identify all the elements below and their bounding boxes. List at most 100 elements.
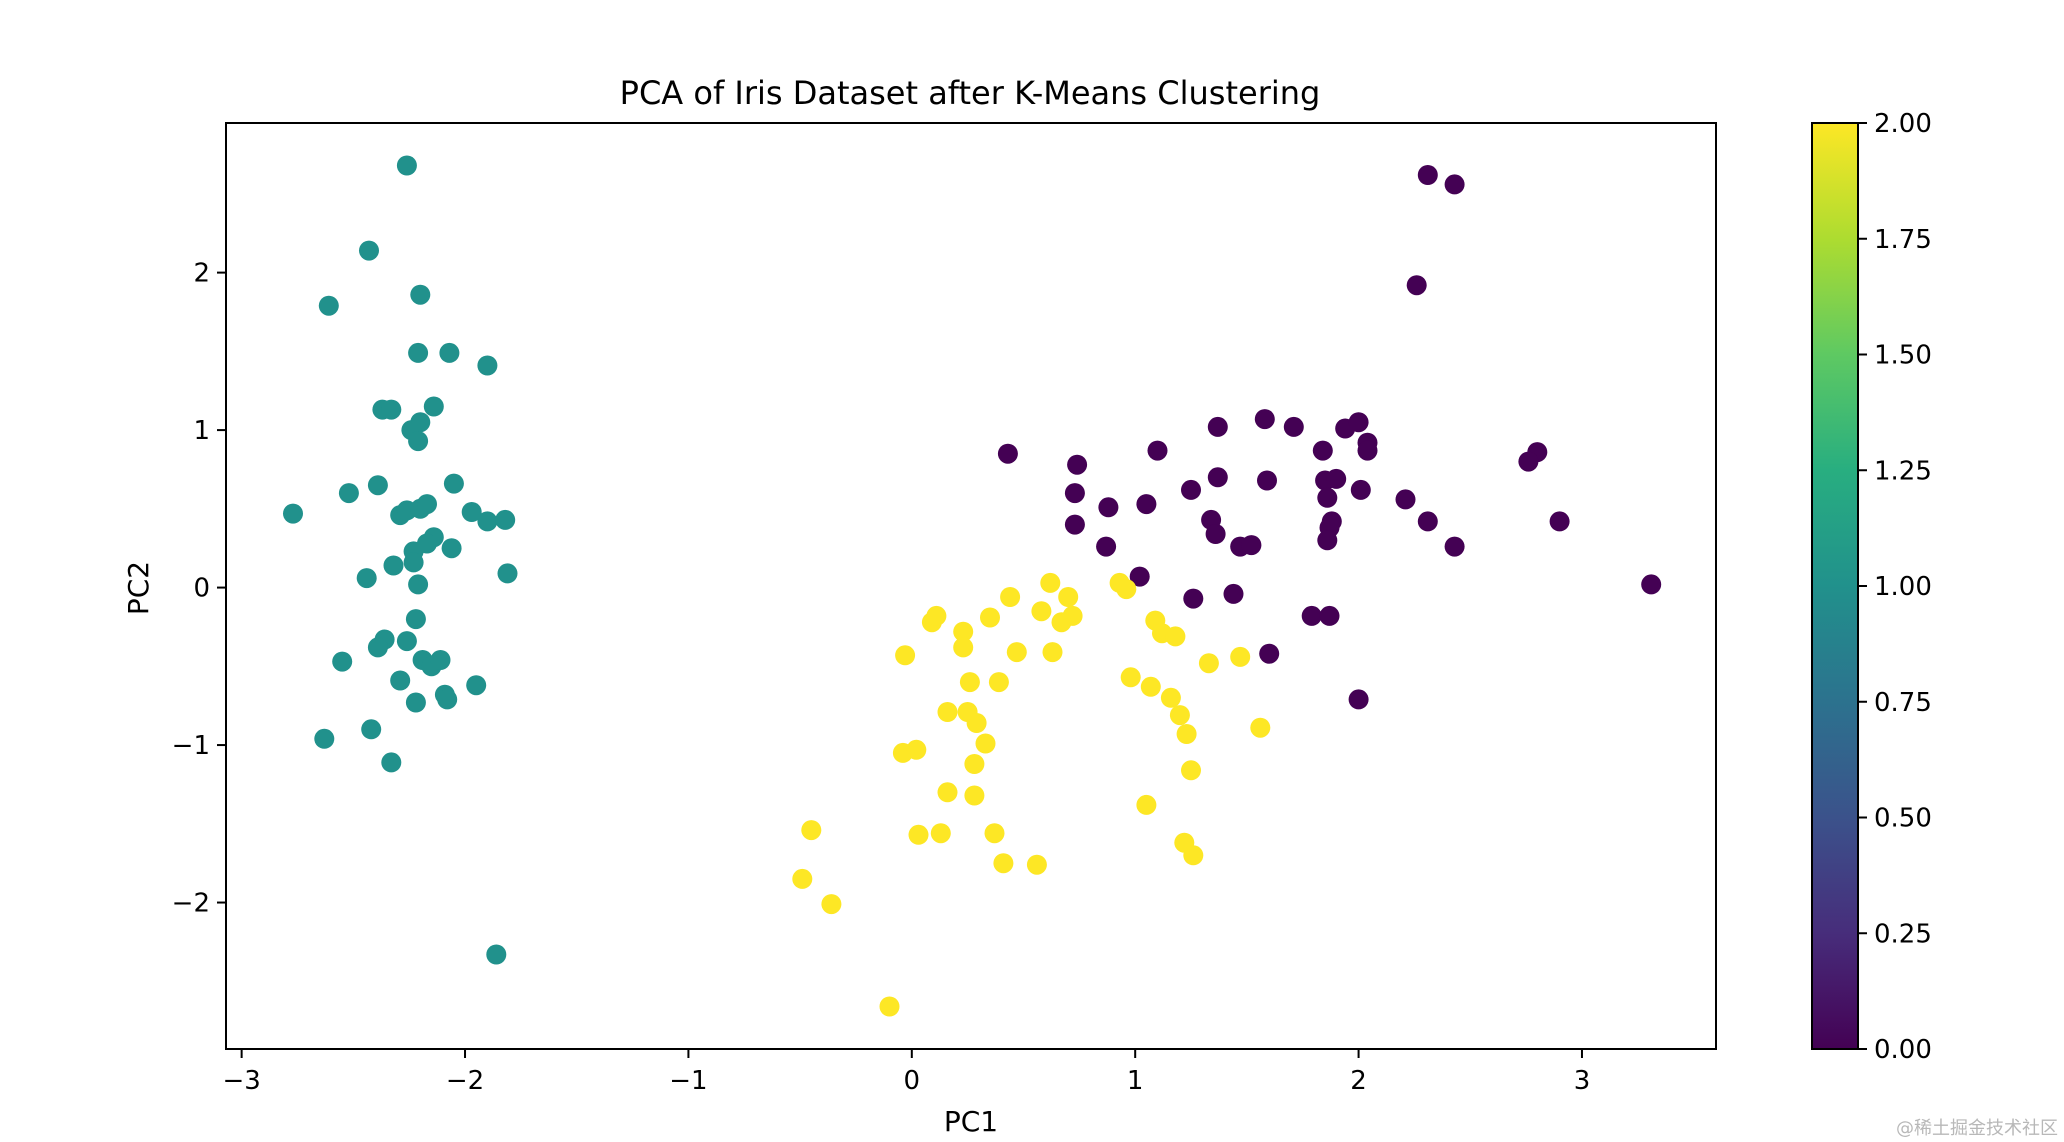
scatter-points xyxy=(283,155,1662,1017)
data-point-cluster-0 xyxy=(1348,412,1369,433)
data-point-cluster-2 xyxy=(937,702,958,722)
data-point-cluster-2 xyxy=(988,672,1009,693)
data-point-cluster-2 xyxy=(1165,626,1186,647)
data-point-cluster-2 xyxy=(1169,705,1190,726)
data-point-cluster-2 xyxy=(879,996,900,1017)
data-point-cluster-1 xyxy=(359,240,379,261)
data-point-cluster-0 xyxy=(1136,494,1157,515)
data-point-cluster-2 xyxy=(980,607,1000,628)
data-point-cluster-2 xyxy=(1181,760,1201,781)
data-point-cluster-2 xyxy=(908,824,929,845)
data-point-cluster-0 xyxy=(1444,536,1465,557)
data-point-cluster-0 xyxy=(1183,588,1204,609)
data-point-cluster-1 xyxy=(381,399,402,420)
data-point-cluster-1 xyxy=(396,155,417,176)
data-point-cluster-1 xyxy=(430,650,451,670)
data-point-cluster-1 xyxy=(477,355,498,376)
data-point-cluster-1 xyxy=(439,342,460,363)
data-point-cluster-1 xyxy=(383,555,404,576)
data-point-cluster-0 xyxy=(1444,174,1465,195)
plot-area-frame xyxy=(225,122,1717,1050)
data-point-cluster-2 xyxy=(801,820,822,841)
data-point-cluster-1 xyxy=(356,568,377,589)
y-tick-label: −2 xyxy=(172,889,210,919)
x-axis-label: PC1 xyxy=(944,1105,998,1138)
data-point-cluster-2 xyxy=(930,823,951,844)
data-point-cluster-2 xyxy=(975,733,996,754)
colorbar-tick-label: 0.00 xyxy=(1874,1035,1932,1065)
data-point-cluster-0 xyxy=(1129,566,1150,587)
data-point-cluster-1 xyxy=(408,342,429,363)
data-point-cluster-2 xyxy=(1136,794,1157,815)
data-point-cluster-2 xyxy=(1250,717,1271,738)
data-point-cluster-0 xyxy=(1549,511,1570,532)
data-point-cluster-1 xyxy=(338,483,359,504)
data-point-cluster-2 xyxy=(1116,579,1137,600)
data-point-cluster-0 xyxy=(1406,275,1427,296)
data-point-cluster-0 xyxy=(1321,511,1342,532)
data-point-cluster-2 xyxy=(1000,587,1021,607)
data-point-cluster-2 xyxy=(1176,724,1197,744)
data-point-cluster-0 xyxy=(1067,454,1088,475)
data-point-cluster-1 xyxy=(477,511,498,532)
data-point-cluster-0 xyxy=(1096,536,1117,557)
colorbar-tick-label: 2.00 xyxy=(1874,109,1932,139)
y-axis-ticks: −2 −1 0 1 2 xyxy=(172,259,226,919)
data-point-cluster-2 xyxy=(1006,642,1027,663)
data-point-cluster-0 xyxy=(1207,467,1228,488)
data-point-cluster-0 xyxy=(1257,470,1277,491)
data-point-cluster-0 xyxy=(1319,605,1340,626)
data-point-cluster-0 xyxy=(1205,524,1226,544)
x-axis-ticks: −3 −2 −1 0 1 2 3 xyxy=(222,1049,1590,1096)
data-point-cluster-0 xyxy=(1098,497,1119,518)
data-point-cluster-2 xyxy=(1120,667,1141,688)
colorbar-tick-label: 0.75 xyxy=(1874,688,1932,718)
data-point-cluster-1 xyxy=(405,692,426,713)
data-point-cluster-1 xyxy=(381,752,402,773)
data-point-cluster-2 xyxy=(792,868,813,889)
data-point-cluster-1 xyxy=(390,670,411,691)
data-point-cluster-2 xyxy=(984,823,1005,844)
data-point-cluster-2 xyxy=(1183,845,1204,866)
colorbar-tick-label: 1.00 xyxy=(1874,572,1932,602)
data-point-cluster-0 xyxy=(1259,643,1280,664)
data-point-cluster-1 xyxy=(486,944,507,965)
data-point-cluster-0 xyxy=(1326,468,1347,489)
colorbar-tick-label: 0.50 xyxy=(1874,804,1932,834)
x-tick-label: −2 xyxy=(446,1066,484,1096)
data-point-cluster-0 xyxy=(1064,483,1085,504)
data-point-cluster-2 xyxy=(1051,612,1072,633)
colorbar-ticks: 0.00 0.25 0.50 0.75 1.00 1.25 1.50 1.75 2.00 xyxy=(1858,109,1932,1065)
data-point-cluster-0 xyxy=(1301,605,1322,626)
data-point-cluster-1 xyxy=(495,509,516,530)
data-point-cluster-2 xyxy=(895,645,916,666)
y-tick-label: 0 xyxy=(193,574,210,604)
colorbar-tick-label: 1.50 xyxy=(1874,341,1932,371)
data-point-cluster-2 xyxy=(1042,642,1063,663)
data-point-cluster-1 xyxy=(283,503,303,524)
colorbar-tick-label: 0.25 xyxy=(1874,919,1932,949)
data-point-cluster-1 xyxy=(410,284,431,305)
data-point-cluster-2 xyxy=(1160,687,1181,708)
data-point-cluster-1 xyxy=(441,538,462,559)
data-point-cluster-1 xyxy=(461,502,482,522)
data-point-cluster-1 xyxy=(396,631,417,652)
data-point-cluster-2 xyxy=(1040,572,1061,593)
y-tick-label: −1 xyxy=(172,731,210,761)
data-point-cluster-2 xyxy=(1140,676,1161,697)
data-point-cluster-2 xyxy=(966,713,987,733)
data-point-cluster-1 xyxy=(318,295,339,316)
data-point-cluster-1 xyxy=(367,637,388,658)
x-tick-label: −1 xyxy=(669,1066,707,1096)
data-point-cluster-1 xyxy=(437,689,458,710)
data-point-cluster-1 xyxy=(466,675,487,696)
data-point-cluster-0 xyxy=(1147,440,1168,461)
data-point-cluster-1 xyxy=(408,431,429,452)
colorbar-tick-label: 1.25 xyxy=(1874,456,1932,486)
data-point-cluster-2 xyxy=(959,672,980,693)
data-point-cluster-0 xyxy=(1207,416,1228,437)
data-point-cluster-2 xyxy=(937,782,958,803)
data-point-cluster-1 xyxy=(332,651,353,672)
data-point-cluster-1 xyxy=(443,473,464,494)
